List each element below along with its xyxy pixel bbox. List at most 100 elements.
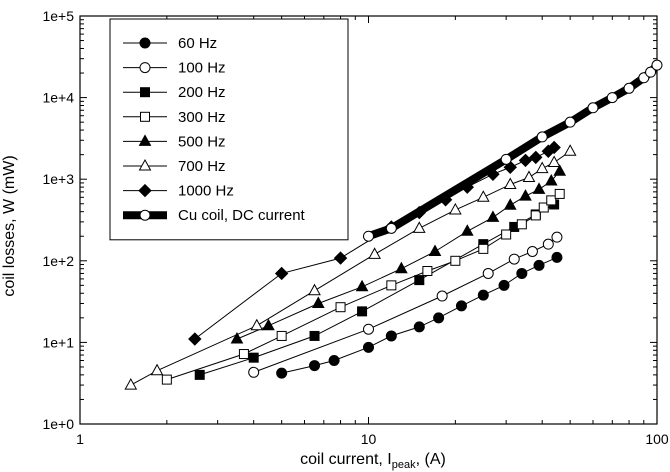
data-point-60-hz xyxy=(363,341,374,353)
data-point-500-hz xyxy=(311,296,325,308)
data-point-500-hz xyxy=(519,189,532,201)
data-point-cu-coil-dc-current xyxy=(587,102,599,114)
data-point-700-hz xyxy=(412,221,426,233)
series-layer xyxy=(124,59,663,390)
data-point-700-hz xyxy=(476,190,490,202)
data-point-300-hz xyxy=(538,202,549,213)
data-point-300-hz xyxy=(546,195,557,206)
series-700-hz xyxy=(124,144,577,390)
legend-box xyxy=(109,18,349,241)
data-point-1000-hz xyxy=(333,251,348,265)
data-point-300-hz xyxy=(335,302,346,313)
data-point-1000-hz xyxy=(274,266,289,281)
data-point-60-hz xyxy=(328,355,340,367)
data-point-300-hz xyxy=(516,219,527,230)
legend-marker-60-hz xyxy=(139,37,151,49)
legend-marker-700-hz xyxy=(138,158,152,171)
data-point-500-hz xyxy=(355,279,369,292)
data-point-300-hz xyxy=(450,255,461,266)
legend-marker-100-hz xyxy=(139,62,151,74)
data-point-cu-coil-dc-current xyxy=(623,82,635,94)
data-point-500-hz xyxy=(486,210,500,222)
data-point-cu-coil-dc-current xyxy=(564,116,576,128)
x-tick-label: 1 xyxy=(76,431,84,447)
data-point-700-hz xyxy=(250,318,264,331)
data-point-cu-coil-dc-current xyxy=(606,92,618,104)
data-point-700-hz xyxy=(503,177,517,190)
series-60-hz xyxy=(276,251,563,379)
data-point-300-hz xyxy=(276,330,287,341)
y-tick-label: 1e+3 xyxy=(42,171,74,187)
series-300-hz xyxy=(161,188,565,385)
y-tick-label: 1e+1 xyxy=(42,334,74,350)
legend-label-100-hz: 100 Hz xyxy=(178,60,226,77)
legend: 60 Hz 100 Hz 200 Hz 300 Hz 500 Hz 700 Hz 1000 … xyxy=(109,18,349,241)
legend-marker-1000-hz xyxy=(138,183,152,198)
data-point-700-hz xyxy=(563,144,577,156)
data-point-cu-coil-dc-current xyxy=(536,131,548,143)
data-point-100-hz xyxy=(482,267,494,279)
data-point-200-hz xyxy=(309,330,320,341)
data-point-1000-hz xyxy=(518,153,533,168)
data-point-700-hz xyxy=(368,247,381,259)
data-point-60-hz xyxy=(433,312,445,324)
data-point-500-hz xyxy=(553,164,567,176)
data-point-200-hz xyxy=(414,275,425,286)
x-tick-label: 10 xyxy=(361,431,377,447)
data-point-300-hz xyxy=(386,280,397,291)
data-point-60-hz xyxy=(498,279,510,291)
legend-label-300-hz: 300 Hz xyxy=(178,109,226,126)
legend-label-60-hz: 60 Hz xyxy=(178,35,217,52)
data-point-cu-coil-dc-current xyxy=(500,153,512,165)
x-axis-title-subscript: peak xyxy=(392,459,416,471)
data-point-300-hz xyxy=(554,188,565,199)
ticks-layer: 1 10 100 1e+0 1e+1 1e+2 1e+3 1e+4 1e+5 xyxy=(42,8,668,447)
data-point-300-hz xyxy=(422,265,433,276)
y-tick-label: 1e+4 xyxy=(42,90,74,106)
data-point-700-hz xyxy=(522,170,536,182)
legend-label-cu-coil-dc-current: Cu coil, DC current xyxy=(178,207,306,224)
legend-label-1000-hz: 1000 Hz xyxy=(178,183,234,200)
data-point-700-hz xyxy=(535,161,549,174)
data-point-60-hz xyxy=(413,321,425,333)
data-point-60-hz xyxy=(455,300,467,312)
y-tick-label: 1e+5 xyxy=(42,8,74,24)
data-point-cu-coil-dc-current xyxy=(651,59,663,71)
legend-marker-200-hz xyxy=(140,87,150,98)
data-point-500-hz xyxy=(503,198,517,210)
data-point-500-hz xyxy=(230,331,244,344)
data-point-60-hz xyxy=(516,267,528,279)
data-point-500-hz xyxy=(428,244,442,257)
data-point-200-hz xyxy=(357,306,368,317)
data-point-700-hz xyxy=(308,283,321,296)
y-axis-title: coil losses, W (mW) xyxy=(1,155,18,296)
data-point-700-hz xyxy=(547,155,561,168)
data-point-100-hz xyxy=(542,238,554,250)
data-point-200-hz xyxy=(194,369,205,380)
data-point-100-hz xyxy=(551,231,563,243)
legend-label-700-hz: 700 Hz xyxy=(178,158,226,175)
x-axis-title: coil current, Ipeak, (A) xyxy=(300,451,446,471)
data-point-cu-coil-dc-current xyxy=(363,230,374,242)
data-point-100-hz xyxy=(508,253,520,265)
data-point-cu-coil-dc-current xyxy=(645,66,657,78)
data-point-60-hz xyxy=(533,259,545,271)
data-point-700-hz xyxy=(150,363,164,376)
data-point-500-hz xyxy=(544,173,558,186)
legend-marker-cu-coil-dc-current xyxy=(139,209,151,221)
y-tick-label: 1e+0 xyxy=(42,416,74,432)
data-point-60-hz xyxy=(309,360,321,372)
data-point-60-hz xyxy=(551,251,563,263)
data-point-300-hz xyxy=(478,243,489,254)
legend-marker-500-hz xyxy=(138,134,152,146)
y-tick-label: 1e+2 xyxy=(42,253,74,269)
data-point-300-hz xyxy=(501,229,512,240)
data-point-500-hz xyxy=(532,182,546,194)
data-point-100-hz xyxy=(363,323,374,335)
x-tick-label: 100 xyxy=(645,431,669,447)
data-point-60-hz xyxy=(385,330,397,342)
legend-marker-300-hz xyxy=(140,111,150,122)
data-point-300-hz xyxy=(161,374,172,385)
data-point-1000-hz xyxy=(529,150,543,165)
